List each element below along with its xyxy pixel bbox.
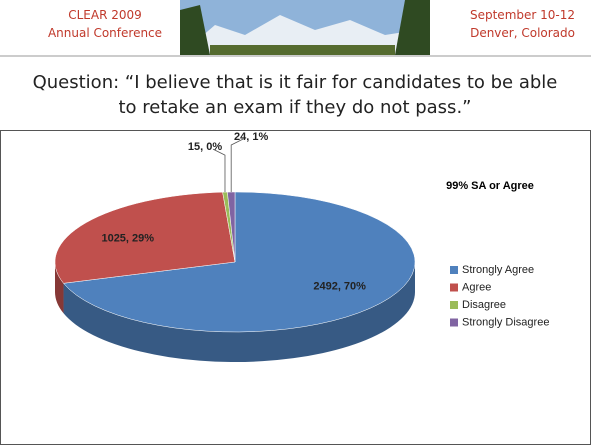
data-label: 2492, 70%: [313, 281, 366, 293]
legend-label: Strongly Agree: [462, 264, 534, 276]
ground: [210, 45, 395, 55]
legend-swatch: [450, 284, 458, 292]
annotation: 99% SA or Agree: [446, 180, 534, 192]
data-label: 1025, 29%: [101, 232, 154, 244]
header-image: [180, 0, 430, 55]
leader-line: [213, 149, 225, 192]
data-label: 15, 0%: [188, 141, 222, 153]
legend-swatch: [450, 266, 458, 274]
chart: 99% SA or Agree 2492, 70% 1025, 29% 15, 0%…: [0, 0, 591, 445]
data-label: 24, 1%: [234, 131, 268, 143]
legend-label: Strongly Disagree: [462, 316, 549, 328]
legend-label: Disagree: [462, 299, 506, 311]
legend-swatch: [450, 319, 458, 327]
slide: CLEAR 2009 Annual Conference September 1…: [0, 0, 591, 445]
legend-swatch: [450, 301, 458, 309]
leader-line: [231, 139, 243, 192]
legend-label: Agree: [462, 281, 491, 293]
